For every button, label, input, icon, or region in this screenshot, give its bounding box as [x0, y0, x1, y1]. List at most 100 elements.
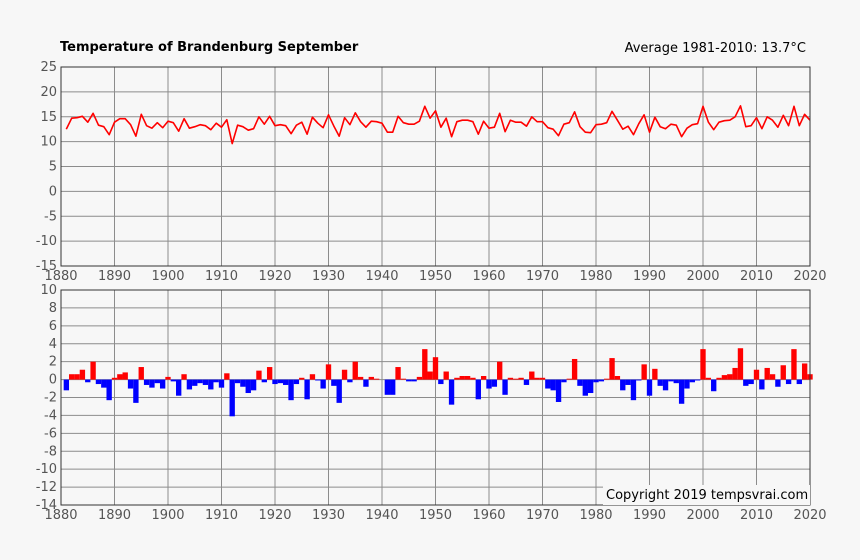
anomaly-bar	[646, 379, 653, 396]
anomaly-bar	[101, 379, 107, 388]
anomaly-bar	[122, 372, 128, 380]
average-label: Average 1981-2010: 13.7°C	[625, 41, 806, 56]
y-tick-label: -10	[36, 234, 57, 249]
anomaly-bar	[293, 379, 300, 385]
anomaly-bar	[545, 379, 551, 389]
anomaly-bar	[127, 379, 134, 389]
anomaly-bar	[224, 373, 230, 380]
x-tick-label: 1900	[151, 508, 184, 523]
anomaly-bar	[390, 379, 396, 395]
anomaly-bar	[395, 367, 401, 380]
temperature-series-line	[65, 105, 811, 145]
anomaly-bar	[304, 379, 310, 400]
anomaly-bar	[192, 379, 198, 386]
y-tick-label: -10	[36, 462, 57, 477]
anomaly-bar	[497, 361, 503, 380]
x-tick-label: 1950	[419, 269, 452, 284]
anomaly-bar	[336, 379, 342, 403]
anomaly-bar	[775, 379, 781, 387]
anomaly-bar	[448, 379, 455, 405]
anomaly-bar	[764, 367, 770, 380]
anomaly-bar	[250, 379, 257, 391]
anomaly-bar	[357, 376, 364, 380]
anomaly-bar	[641, 364, 647, 380]
anomaly-bar	[796, 379, 802, 385]
anomaly-bar	[352, 361, 358, 380]
anomaly-bar	[106, 379, 112, 401]
anomaly-bar	[186, 379, 193, 390]
anomaly-bar	[475, 379, 481, 400]
anomaly-bar	[523, 379, 530, 385]
anomaly-bar	[571, 358, 578, 380]
anomaly-bar	[737, 348, 744, 380]
anomaly-bar	[159, 379, 166, 389]
y-tick-label: -6	[44, 426, 57, 441]
anomaly-bar	[181, 374, 187, 380]
anomaly-bar	[138, 367, 144, 380]
anomaly-bar	[684, 379, 690, 389]
anomaly-bar	[668, 379, 674, 382]
anomaly-bar	[689, 379, 695, 383]
anomaly-bar	[266, 367, 273, 380]
x-tick-label: 1990	[633, 269, 666, 284]
anomaly-bar	[197, 379, 203, 384]
y-tick-label: 2	[49, 355, 57, 370]
y-tick-label: -15	[36, 259, 57, 274]
anomaly-bar	[261, 379, 267, 383]
anomaly-bar	[165, 376, 171, 380]
anomaly-bar	[117, 374, 123, 380]
anomaly-bar	[411, 379, 417, 382]
anomaly-bar	[534, 377, 540, 380]
anomaly-bar	[577, 379, 583, 386]
anomaly-bar	[561, 379, 567, 383]
copyright-label: Copyright 2019 tempsvrai.com	[606, 488, 808, 503]
anomaly-bar	[245, 379, 251, 394]
y-tick-label: -4	[44, 408, 57, 423]
anomaly-bar	[620, 379, 626, 391]
anomaly-bar	[347, 379, 353, 383]
plot-frame-bottom	[60, 289, 811, 506]
anomaly-bar	[491, 379, 498, 387]
anomaly-bar	[529, 371, 535, 380]
anomaly-bar	[95, 379, 102, 385]
anomaly-bar	[63, 379, 70, 391]
anomaly-bar	[614, 376, 621, 380]
anomaly-bar	[406, 379, 412, 382]
anomaly-bar	[609, 358, 615, 380]
anomaly-bar	[443, 371, 449, 380]
y-tick-label: -12	[36, 480, 57, 495]
y-tick-label: 15	[40, 110, 57, 125]
anomaly-bar	[513, 378, 519, 380]
anomaly-bar	[299, 377, 305, 380]
x-tick-label: 1880	[44, 269, 77, 284]
anomaly-bar	[432, 357, 439, 380]
x-tick-label: 1950	[419, 508, 452, 523]
anomaly-bar	[176, 379, 182, 396]
x-tick-label: 1930	[312, 269, 345, 284]
x-tick-label: 2020	[793, 269, 826, 284]
x-tick-label: 2000	[686, 508, 719, 523]
x-tick-label: 1900	[151, 269, 184, 284]
anomaly-bar	[309, 374, 316, 380]
anomaly-bar	[470, 377, 476, 380]
y-tick-label: -2	[44, 391, 57, 406]
anomaly-bar	[769, 374, 776, 380]
anomaly-bar	[149, 379, 155, 388]
anomaly-bar	[785, 379, 792, 385]
anomaly-bar	[636, 379, 642, 381]
anomaly-bar	[315, 379, 321, 381]
anomaly-bar	[780, 365, 786, 380]
plot-frame-top	[60, 66, 811, 267]
anomaly-bar	[74, 374, 80, 380]
anomaly-bar	[727, 374, 733, 380]
x-tick-label: 1920	[258, 508, 291, 523]
anomaly-bar	[694, 379, 701, 381]
anomaly-bar	[283, 379, 289, 385]
anomaly-bar	[759, 379, 765, 390]
anomaly-bar	[652, 368, 658, 380]
y-tick-label: 4	[49, 337, 57, 352]
anomaly-bar	[673, 379, 679, 384]
anomaly-bar	[202, 379, 209, 385]
